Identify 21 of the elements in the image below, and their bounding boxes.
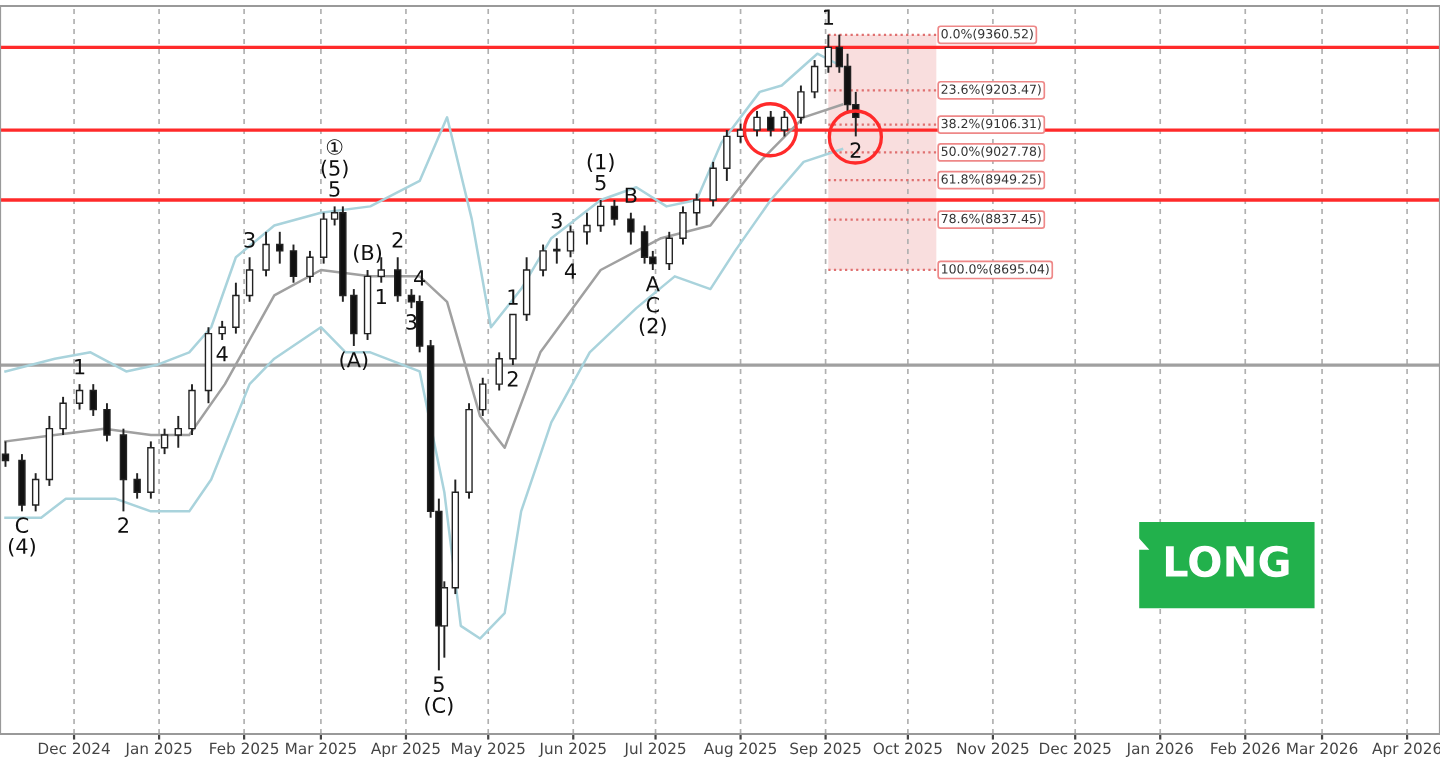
- annotation: C (4): [8, 517, 35, 557]
- annotation: A C (2): [639, 276, 666, 337]
- annotation: 3: [551, 212, 562, 229]
- annotation: 1: [75, 359, 85, 375]
- annotation: (1) 5: [587, 153, 614, 191]
- annotation: 1: [376, 288, 386, 305]
- annotation: 2: [850, 142, 861, 158]
- annotation: 1: [824, 9, 834, 25]
- annotation: 2: [507, 370, 518, 387]
- annotation: 3: [244, 231, 255, 248]
- annotation: (A): [340, 351, 368, 371]
- annotation: 2: [118, 517, 128, 533]
- annotation: ① (5) 5: [321, 139, 348, 197]
- annotation: (B): [354, 244, 382, 263]
- annotation: 1: [508, 289, 518, 305]
- annotation: 2: [392, 231, 403, 248]
- annotation: 4: [564, 263, 576, 279]
- annotation: LONG: [1165, 545, 1289, 578]
- annotation: 4: [414, 270, 426, 286]
- annotation: 4: [216, 346, 228, 362]
- annotation: 5 (C): [425, 676, 453, 716]
